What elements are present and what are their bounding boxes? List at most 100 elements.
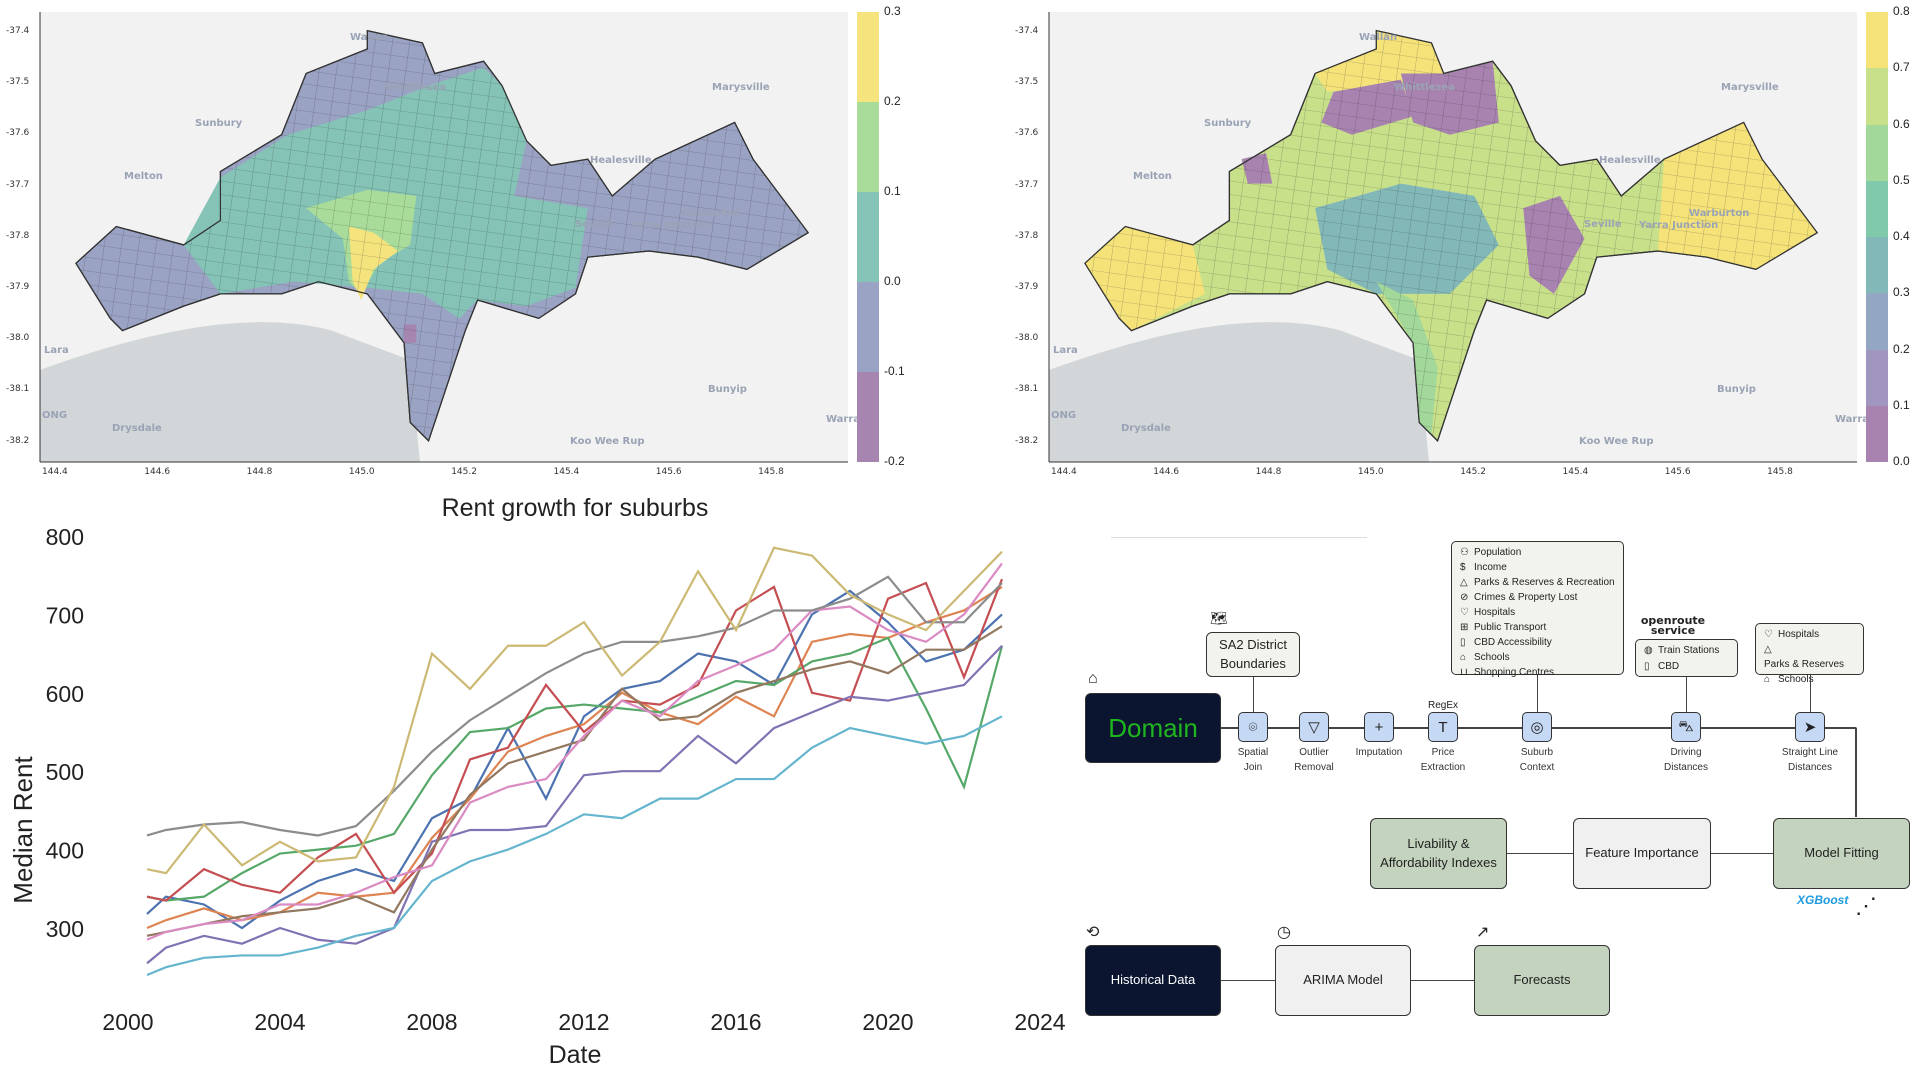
colorbar-tick: 0.3 (884, 4, 901, 18)
list-item-label: Income (1474, 562, 1507, 573)
colorbar-band (1866, 12, 1888, 69)
colorbar-band (857, 282, 879, 372)
model-fitting-box[interactable]: Model Fitting (1773, 818, 1910, 889)
colorbar-band (857, 192, 879, 282)
colorbar-tick: 0.8 (1893, 4, 1910, 18)
map-y-tick: -38.2 (6, 435, 30, 446)
colorbar-band (1866, 293, 1888, 350)
pipeline-node-imputation[interactable]: + (1364, 712, 1394, 742)
rent-growth-chart: Rent growth for suburbs Median Rent Date… (8, 494, 1066, 1069)
map-x-tick: 145.6 (655, 467, 682, 477)
map-y-tick: -38.1 (6, 384, 30, 395)
driving-list: ◍ Train Stations ▯ CBD (1635, 639, 1738, 677)
arrow (1537, 675, 1538, 712)
node-label-line: Price (1431, 747, 1455, 758)
map-pin-icon: ⌾ (1248, 718, 1258, 736)
feature-importance-box[interactable]: Feature Importance (1573, 818, 1711, 889)
livability-box[interactable]: Livability & Affordability Indexes (1370, 818, 1507, 889)
map-x-tick: 144.8 (1255, 467, 1282, 477)
list-item-label: CBD Accessibility (1474, 637, 1552, 648)
map-x-tick: 145.2 (1460, 467, 1486, 477)
clock-icon: ◷ (1277, 924, 1291, 941)
x-tick-label: 2024 (1014, 1009, 1065, 1035)
list-item-label: Hospitals (1778, 629, 1820, 640)
home-icon: ⌂ (1088, 670, 1098, 687)
colorbar-tick: 0.7 (1893, 60, 1910, 75)
y-tick-label: 400 (46, 838, 84, 864)
pipeline-node-spatial[interactable]: ⌾ (1238, 712, 1268, 742)
map-x-tick: 144.8 (246, 467, 273, 477)
place-label: Drysdale (112, 423, 162, 434)
stethoscope-icon: ♡ (1764, 629, 1773, 640)
domain-box[interactable]: Domain (1085, 693, 1221, 763)
users-icon: ⚇ (1460, 547, 1469, 558)
map-y-tick: -37.7 (6, 179, 30, 190)
list-item: ⊔ Shopping Centres (1460, 665, 1615, 680)
y-tick-label: 700 (46, 602, 84, 628)
map-y-tick: -37.7 (1015, 179, 1039, 190)
place-label: ONG (1051, 410, 1076, 421)
map-x-tick: 144.4 (42, 467, 68, 477)
openroute-text: openroute (1640, 614, 1706, 627)
list-item-label: Shopping Centres (1474, 667, 1555, 678)
node-label: Suburb Context (1492, 745, 1582, 775)
place-label: Drysdale (1121, 423, 1171, 434)
pipeline-node-outlier[interactable]: ▽ (1299, 712, 1329, 742)
place-label: Lara (1053, 345, 1078, 356)
sa2-line: Boundaries (1220, 655, 1286, 671)
colorbar-band (1866, 349, 1888, 406)
list-item-label: Schools (1778, 674, 1814, 685)
livability-map: Wallan Whittlesea Marysville Sunbury Hea… (1009, 0, 1920, 480)
arrow (1253, 677, 1254, 712)
map-x-tick: 145.6 (1664, 467, 1691, 477)
node-label-line: Context (1519, 762, 1555, 773)
colorbar-tick: 0.2 (1893, 341, 1910, 356)
x-tick-label: 2020 (862, 1009, 913, 1035)
y-tick-label: 300 (46, 916, 84, 942)
arrow (1711, 853, 1773, 854)
series-line-6 (146, 562, 1003, 941)
pipeline-node-suburb[interactable]: ◎ (1522, 712, 1552, 742)
list-item-label: CBD (1658, 661, 1680, 672)
map-y-tick: -37.9 (1015, 282, 1039, 292)
list-item: ♡ Hospitals (1764, 627, 1855, 642)
list-item-label: Train Stations (1658, 645, 1720, 656)
pipeline-node-driving[interactable]: ⛍ (1671, 712, 1701, 742)
filter-icon: ▽ (1308, 719, 1320, 736)
place-label: Healesville (590, 155, 652, 166)
x-axis-label: Date (549, 1041, 602, 1069)
place-label: Whittlesea (1394, 82, 1455, 93)
map-y-tick: -37.5 (1015, 77, 1039, 88)
list-item: ♡ Hospitals (1460, 605, 1615, 620)
pipeline-node-straight-line[interactable]: ➤ (1795, 712, 1825, 742)
arrow (1221, 980, 1275, 981)
sa2-box[interactable]: SA2 District Boundaries (1206, 632, 1300, 677)
bus-icon: ⊞ (1460, 622, 1469, 633)
map-x-tick: 145.4 (553, 467, 580, 477)
node-label-line: Outlier (1299, 747, 1329, 758)
navigation-icon: ➤ (1803, 719, 1817, 736)
series-line-0 (146, 589, 1003, 930)
tablet-icon: ▯ (1460, 637, 1466, 648)
dollar-icon: $ (1460, 562, 1466, 573)
place-label: Lara (44, 345, 69, 356)
series-line-8 (146, 546, 1003, 875)
colorbar-tick: -0.2 (884, 454, 905, 468)
map-y-tick: -37.4 (1015, 26, 1039, 36)
y-tick-label: 800 (46, 524, 84, 550)
place-label: Seville (1584, 219, 1622, 230)
map-x-tick: 145.8 (1767, 467, 1793, 477)
cart-icon: ⊔ (1460, 667, 1468, 678)
place-label: Warra (1835, 414, 1869, 425)
map-y-tick: -37.6 (1015, 128, 1039, 139)
place-label: ONG (42, 410, 67, 421)
colorbar-tick: 0.4 (1893, 229, 1910, 243)
historical-data-box[interactable]: Historical Data (1085, 945, 1221, 1016)
livability-line: Affordability Indexes (1380, 854, 1497, 870)
place-label: Warra (826, 414, 860, 425)
list-item-label: Parks & Reserves & Recreation (1474, 577, 1615, 588)
colorbar-tick: 0.2 (884, 94, 901, 108)
forecasts-box[interactable]: Forecasts (1474, 945, 1610, 1016)
arima-box[interactable]: ARIMA Model (1275, 945, 1411, 1016)
pipeline-node-price[interactable]: T (1428, 712, 1458, 742)
